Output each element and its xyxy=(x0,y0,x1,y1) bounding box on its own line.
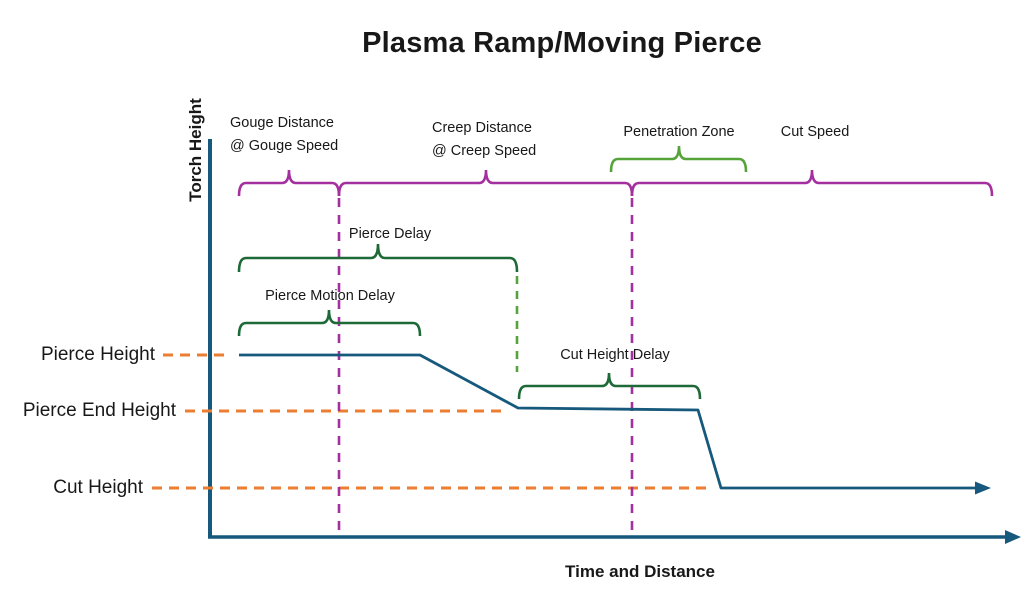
creep-zone-brace xyxy=(337,169,634,197)
cut-height-delay-brace xyxy=(517,372,702,400)
pierce-motion-delay-brace xyxy=(237,309,422,337)
gouge-zone-label-line2: @ Gouge Speed xyxy=(230,138,339,154)
cut-speed-zone-brace xyxy=(630,169,994,197)
gouge-zone-label-line1: Gouge Distance xyxy=(230,115,334,131)
cut-height-label: Cut Height xyxy=(53,477,143,498)
penetration-zone-label: Penetration Zone xyxy=(623,124,735,140)
cut-speed-label: Cut Speed xyxy=(780,124,850,140)
y-axis-label: Torch Height xyxy=(186,98,205,202)
pierce-end-height-label: Pierce End Height xyxy=(22,400,176,421)
x-axis-arrow-icon xyxy=(1005,530,1021,544)
creep-zone-label-line2: @ Creep Speed xyxy=(432,143,537,159)
pierce-delay-brace xyxy=(237,243,519,273)
penetration-zone-brace xyxy=(609,145,748,173)
gouge-zone-label: Gouge Distance @ Gouge Speed xyxy=(230,112,338,158)
torch-curve-arrow-icon xyxy=(975,481,991,495)
creep-zone-label: Creep Distance @ Creep Speed xyxy=(432,117,536,163)
x-axis-label: Time and Distance xyxy=(565,562,715,581)
gouge-zone-brace xyxy=(237,169,341,197)
torch-height-curve xyxy=(239,353,977,490)
creep-zone-label-line1: Creep Distance xyxy=(432,120,532,136)
pierce-delay-label: Pierce Delay xyxy=(348,226,432,242)
cut-height-delay-label: Cut Height Delay xyxy=(560,347,670,363)
diagram-title: Plasma Ramp/Moving Pierce xyxy=(362,27,762,59)
pierce-motion-delay-label: Pierce Motion Delay xyxy=(265,288,395,304)
pierce-height-label: Pierce Height xyxy=(40,344,155,365)
